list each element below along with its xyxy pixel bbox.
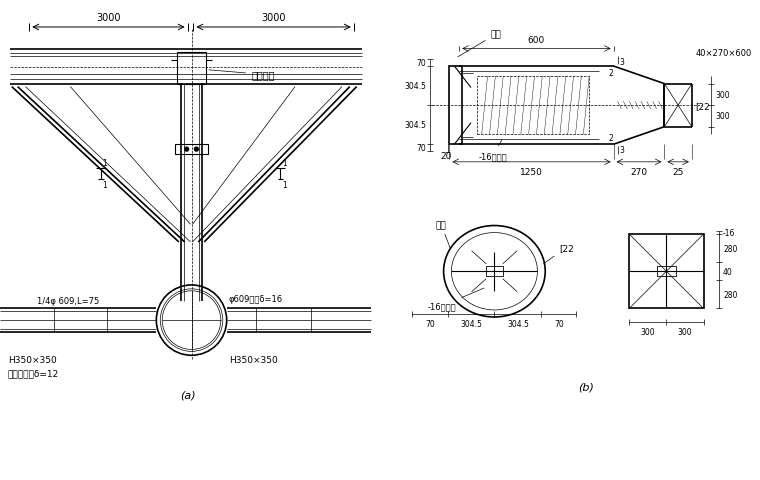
Text: [22: [22 [543, 243, 574, 264]
Text: 3000: 3000 [97, 13, 121, 23]
Text: 300: 300 [678, 327, 692, 336]
Text: 300: 300 [715, 91, 730, 100]
Text: H350×350: H350×350 [8, 355, 56, 364]
Bar [477, 77, 589, 135]
Text: 304.5: 304.5 [404, 82, 426, 91]
Text: (b): (b) [578, 382, 594, 392]
Text: 管内加劲板δ=12: 管内加劲板δ=12 [8, 369, 59, 378]
Circle shape [195, 148, 198, 152]
Text: 304.5: 304.5 [507, 319, 529, 328]
Text: -16加劲板: -16加劲板 [479, 141, 508, 161]
Text: 1/4φ 609,L=75: 1/4φ 609,L=75 [37, 297, 100, 305]
Text: 70: 70 [416, 144, 426, 153]
Text: 40: 40 [723, 267, 733, 276]
Text: 270: 270 [631, 168, 648, 176]
Text: 70: 70 [425, 319, 435, 328]
Text: 300: 300 [715, 112, 730, 121]
Text: H350×350: H350×350 [229, 355, 277, 364]
Text: 3000: 3000 [261, 13, 286, 23]
Text: 1: 1 [103, 181, 107, 190]
Text: 1250: 1250 [520, 168, 543, 176]
Text: -16加劲板: -16加劲板 [428, 288, 484, 311]
Text: 活络头子: 活络头子 [209, 70, 274, 80]
Bar [177, 53, 206, 84]
Text: 20: 20 [441, 152, 452, 161]
Text: -16: -16 [723, 228, 736, 238]
Text: (a): (a) [180, 390, 195, 399]
Text: 法兰: 法兰 [435, 220, 451, 249]
Text: 1: 1 [283, 181, 287, 190]
Text: 1: 1 [283, 158, 287, 168]
Text: 2: 2 [608, 133, 613, 143]
Bar [486, 267, 503, 276]
Circle shape [185, 148, 188, 152]
Text: 304.5: 304.5 [404, 121, 426, 130]
Text: 280: 280 [723, 290, 737, 299]
Text: 70: 70 [416, 59, 426, 68]
Bar [449, 67, 462, 145]
Text: [22: [22 [695, 101, 711, 110]
Text: 70: 70 [554, 319, 564, 328]
Text: φ609钓管δ=16: φ609钓管δ=16 [229, 295, 283, 303]
Text: 280: 280 [723, 244, 737, 253]
Bar [629, 235, 704, 309]
Bar [657, 267, 676, 276]
Text: 2: 2 [608, 69, 613, 78]
Text: 3: 3 [619, 145, 625, 154]
Bar [175, 145, 208, 155]
Text: 1: 1 [103, 158, 107, 168]
Text: 304.5: 304.5 [460, 319, 482, 328]
Text: 25: 25 [673, 168, 684, 176]
Text: 600: 600 [527, 36, 545, 45]
Text: 3: 3 [619, 58, 625, 67]
Text: 40×270×600: 40×270×600 [695, 49, 752, 58]
Text: 法兰: 法兰 [458, 31, 502, 58]
Text: 300: 300 [641, 327, 655, 336]
